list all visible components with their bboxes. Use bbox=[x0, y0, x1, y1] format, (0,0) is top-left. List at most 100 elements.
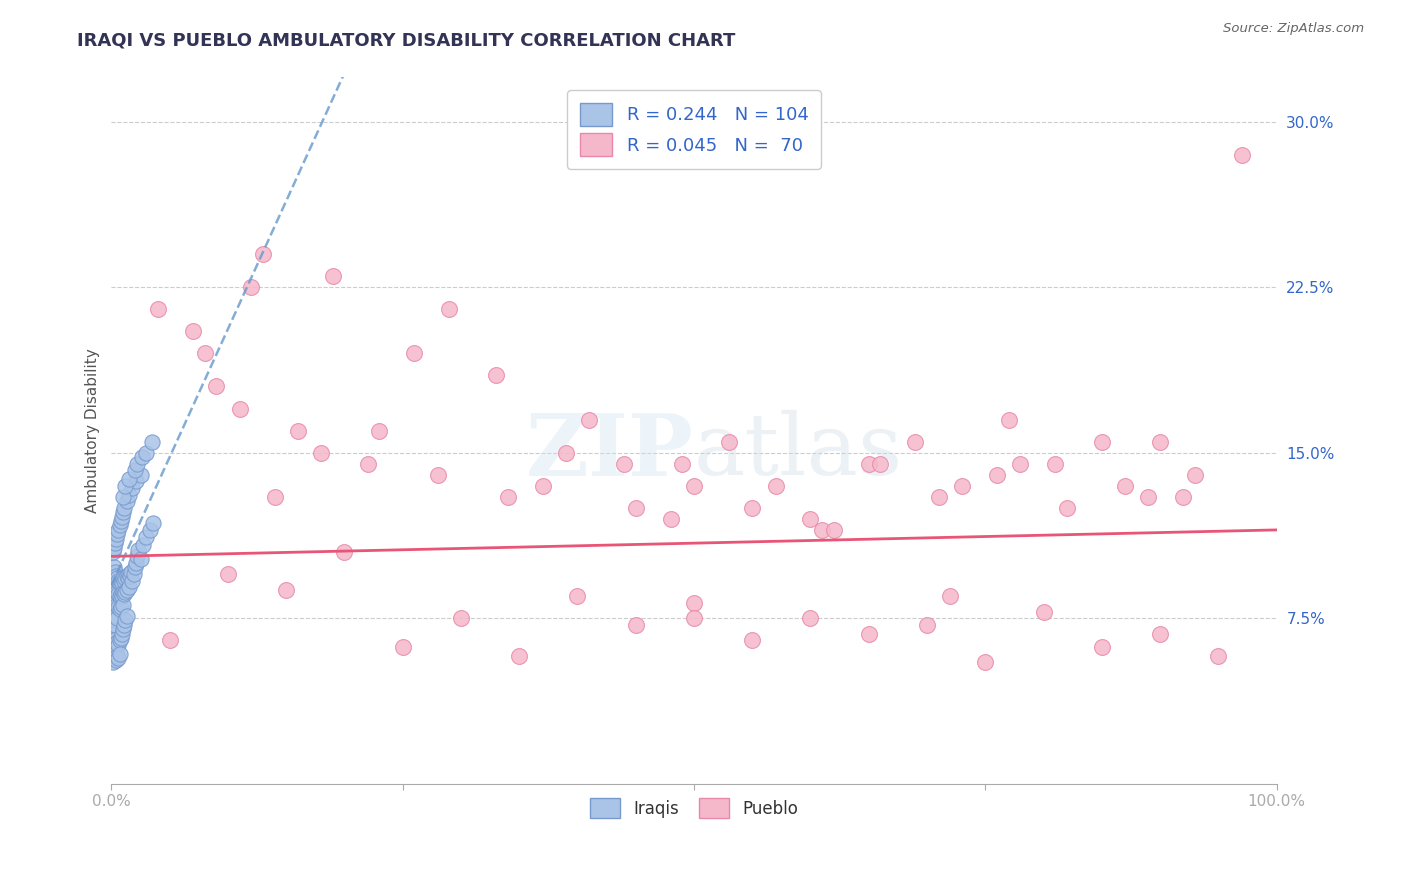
Point bbox=[125, 475, 148, 489]
Point bbox=[105, 569, 128, 583]
Point bbox=[1091, 640, 1114, 654]
Point bbox=[118, 472, 141, 486]
Point bbox=[112, 617, 135, 632]
Point bbox=[567, 589, 589, 603]
Point bbox=[103, 600, 125, 615]
Point bbox=[741, 633, 763, 648]
Point bbox=[105, 596, 128, 610]
Point bbox=[110, 574, 132, 588]
Point bbox=[120, 565, 142, 579]
Point bbox=[112, 584, 135, 599]
Point bbox=[105, 598, 128, 612]
Point bbox=[107, 587, 129, 601]
Point bbox=[114, 479, 136, 493]
Point bbox=[217, 567, 239, 582]
Point bbox=[159, 633, 181, 648]
Point bbox=[1173, 490, 1195, 504]
Point bbox=[115, 494, 138, 508]
Point bbox=[858, 457, 880, 471]
Point bbox=[111, 575, 134, 590]
Point bbox=[114, 614, 136, 628]
Point bbox=[426, 467, 449, 482]
Point bbox=[928, 490, 950, 504]
Point bbox=[554, 445, 576, 459]
Point bbox=[613, 457, 636, 471]
Point bbox=[118, 580, 141, 594]
Point bbox=[112, 598, 135, 612]
Point bbox=[103, 541, 125, 555]
Point bbox=[112, 500, 135, 515]
Point bbox=[105, 640, 128, 654]
Point bbox=[309, 445, 332, 459]
Point bbox=[118, 487, 141, 501]
Point bbox=[105, 532, 128, 546]
Text: atlas: atlas bbox=[695, 410, 903, 493]
Point bbox=[1149, 434, 1171, 449]
Point bbox=[103, 560, 125, 574]
Point bbox=[181, 324, 204, 338]
Point bbox=[531, 479, 554, 493]
Point bbox=[101, 609, 124, 624]
Point bbox=[276, 582, 298, 597]
Point bbox=[671, 457, 693, 471]
Point bbox=[1091, 434, 1114, 449]
Point bbox=[107, 638, 129, 652]
Point bbox=[1149, 626, 1171, 640]
Point bbox=[104, 536, 127, 550]
Point bbox=[135, 529, 157, 543]
Point bbox=[103, 614, 125, 628]
Point bbox=[114, 572, 136, 586]
Point bbox=[112, 574, 135, 588]
Point bbox=[101, 567, 124, 582]
Point bbox=[115, 609, 138, 624]
Point bbox=[1056, 500, 1078, 515]
Point bbox=[107, 651, 129, 665]
Point bbox=[101, 582, 124, 597]
Point bbox=[205, 379, 228, 393]
Point bbox=[823, 523, 845, 537]
Point bbox=[101, 596, 124, 610]
Point bbox=[105, 653, 128, 667]
Point bbox=[1184, 467, 1206, 482]
Point bbox=[101, 644, 124, 658]
Text: IRAQI VS PUEBLO AMBULATORY DISABILITY CORRELATION CHART: IRAQI VS PUEBLO AMBULATORY DISABILITY CO… bbox=[77, 31, 735, 49]
Point bbox=[1206, 648, 1229, 663]
Point bbox=[1230, 147, 1253, 161]
Point bbox=[112, 490, 135, 504]
Point bbox=[322, 269, 344, 284]
Point bbox=[108, 633, 131, 648]
Point bbox=[121, 574, 143, 588]
Point bbox=[124, 560, 146, 574]
Point bbox=[105, 648, 128, 663]
Point bbox=[101, 656, 124, 670]
Point bbox=[194, 346, 217, 360]
Point bbox=[263, 490, 285, 504]
Point bbox=[105, 527, 128, 541]
Point bbox=[799, 512, 821, 526]
Point bbox=[132, 538, 155, 552]
Point bbox=[228, 401, 250, 416]
Point bbox=[104, 565, 127, 579]
Point bbox=[683, 611, 706, 625]
Point bbox=[104, 638, 127, 652]
Point bbox=[1043, 457, 1066, 471]
Point bbox=[112, 587, 135, 601]
Point bbox=[103, 574, 125, 588]
Point bbox=[104, 578, 127, 592]
Point bbox=[496, 490, 519, 504]
Point bbox=[142, 516, 165, 531]
Point bbox=[117, 572, 139, 586]
Point bbox=[391, 640, 413, 654]
Point bbox=[105, 582, 128, 597]
Point bbox=[1137, 490, 1160, 504]
Point bbox=[112, 572, 135, 586]
Point bbox=[240, 280, 263, 294]
Point bbox=[858, 626, 880, 640]
Point bbox=[118, 569, 141, 583]
Point bbox=[118, 567, 141, 582]
Point bbox=[129, 467, 152, 482]
Point bbox=[287, 424, 309, 438]
Point bbox=[105, 572, 128, 586]
Point bbox=[124, 463, 146, 477]
Point bbox=[939, 589, 962, 603]
